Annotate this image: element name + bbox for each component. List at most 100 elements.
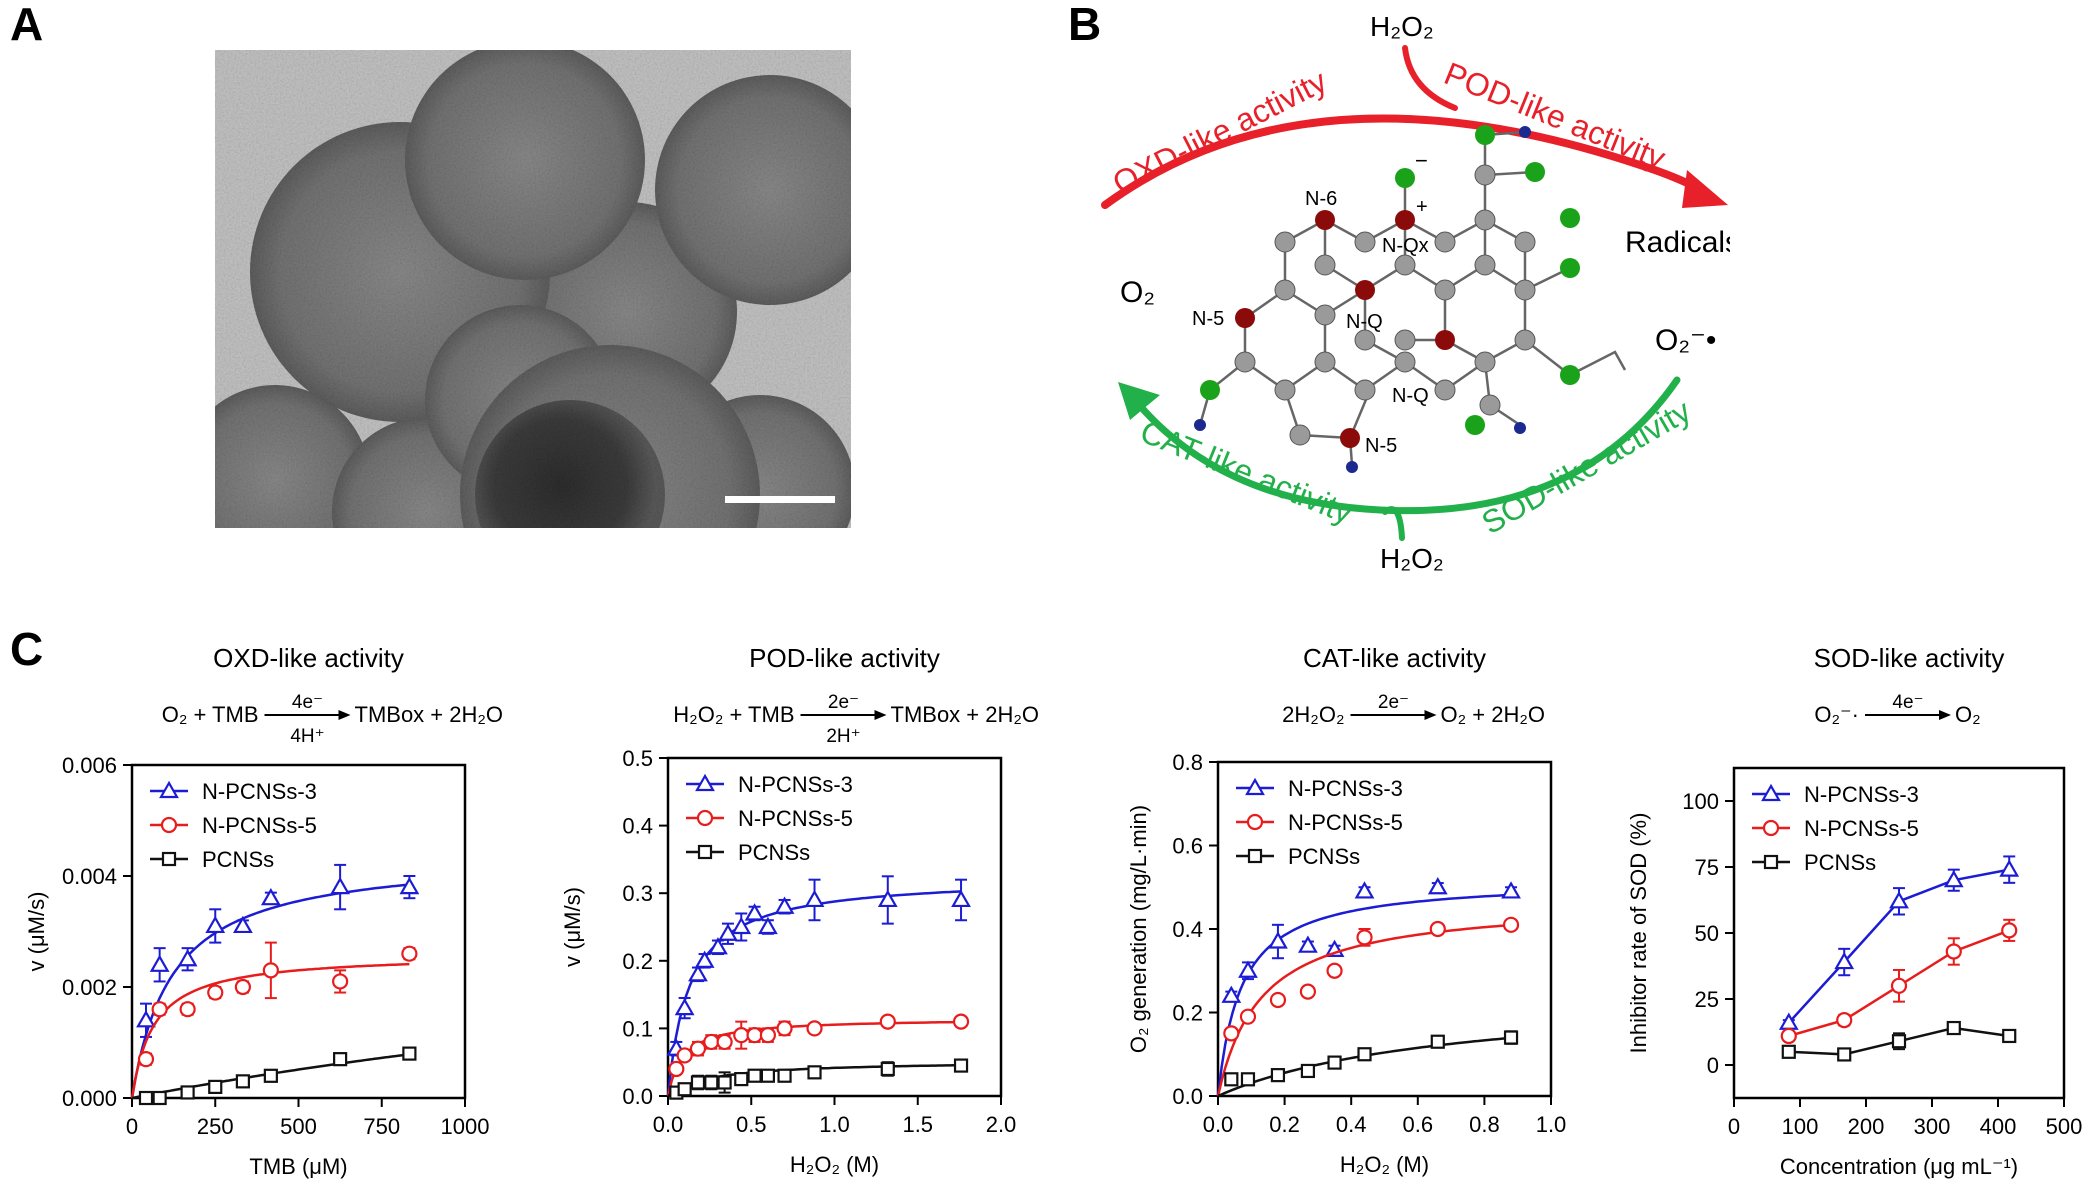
- legend-label: N-PCNSs-3: [1288, 776, 1403, 801]
- chart-3: SOD-like activity O₂⁻· 4e⁻ O₂ 0 100 200 300 400 5…: [1626, 643, 2083, 1179]
- x-tick-label: 500: [2046, 1114, 2083, 1139]
- data-point: [758, 916, 778, 935]
- data-point: [776, 1020, 793, 1037]
- equation-below: 4H⁺: [290, 726, 324, 747]
- x-tick-label: 400: [1980, 1114, 2017, 1139]
- data-point: [690, 1075, 706, 1090]
- data-point: [1268, 931, 1288, 949]
- data-point: [332, 973, 349, 990]
- data-point: [2001, 922, 2018, 939]
- legend-marker: [1247, 848, 1263, 864]
- data-point: [138, 1090, 154, 1106]
- data-point: [807, 1065, 822, 1080]
- y-tick-label: 0.002: [62, 975, 117, 1000]
- chart-title: CAT-like activity: [1303, 643, 1486, 673]
- legend-marker: [1761, 783, 1781, 802]
- legend-marker: [697, 844, 713, 860]
- data-point: [674, 997, 695, 1016]
- chart-2: CAT-like activity 2H₂O₂ 2e⁻ O₂ + 2H₂O 0.0 0.2…: [1126, 643, 1567, 1177]
- data-point: [708, 937, 728, 955]
- data-point: [1269, 991, 1287, 1009]
- panel-letter-a: A: [10, 0, 43, 50]
- y-tick-label: 0.0: [1172, 1084, 1203, 1109]
- data-point: [1356, 929, 1373, 946]
- y-tick-label: 0.8: [1172, 750, 1203, 775]
- legend-marker: [695, 773, 715, 792]
- chart-1: POD-like activity H₂O₂ + TMB 2e⁻ 2H⁺ TMBox +…: [560, 643, 1039, 1177]
- data-point: [951, 889, 971, 908]
- x-tick-label: 1.0: [1536, 1112, 1567, 1137]
- x-tick-label: 0.2: [1269, 1112, 1300, 1137]
- legend-label: PCNSs: [738, 840, 810, 865]
- h2o2-top-label: H₂O₂: [1370, 11, 1434, 42]
- data-point: [1221, 985, 1242, 1003]
- data-point: [1889, 891, 1909, 909]
- y-tick-label: 0.4: [1172, 917, 1203, 942]
- legend-marker: [1762, 819, 1780, 837]
- data-point: [1836, 1012, 1853, 1029]
- legend-label: N-PCNSs-3: [202, 779, 317, 804]
- data-point: [333, 1052, 348, 1067]
- pod-activity-label: POD-like activity: [1439, 55, 1670, 176]
- data-point: [1300, 1063, 1316, 1079]
- x-tick-label: 200: [1848, 1114, 1885, 1139]
- cat-sod-arrow: [1131, 376, 1681, 515]
- h2o2-bottom-feed: [1382, 506, 1405, 541]
- data-point: [399, 876, 420, 895]
- data-point: [760, 1068, 775, 1083]
- scale-bar: [725, 496, 835, 503]
- y-tick-label: 50: [1695, 921, 1719, 946]
- data-point: [1943, 869, 1964, 888]
- legend-label: N-PCNSs-5: [738, 806, 853, 831]
- y-tick-label: 0.6: [1172, 834, 1203, 859]
- y-tick-label: 0.5: [622, 746, 653, 771]
- data-point: [717, 1075, 732, 1090]
- data-point: [1429, 920, 1446, 938]
- y-axis-label: O₂ generation (mg/L·min): [1126, 805, 1151, 1053]
- data-point: [179, 1001, 196, 1018]
- y-tick-label: 75: [1695, 855, 1719, 880]
- data-point: [2002, 1028, 2017, 1044]
- equation-arrowhead: [338, 710, 351, 720]
- legend-marker: [160, 816, 178, 834]
- y-tick-label: 0.000: [62, 1086, 117, 1111]
- red-arrowhead: [1682, 170, 1728, 208]
- equation-right: TMBox + 2H₂O: [355, 702, 504, 727]
- cat-activity-label: CAT-like activity: [1135, 413, 1357, 531]
- sod-activity-label: SOD-like activity: [1476, 393, 1697, 542]
- data-point: [716, 1033, 733, 1051]
- x-tick-label: 0.6: [1403, 1112, 1434, 1137]
- data-point: [1781, 1044, 1796, 1059]
- data-point: [262, 962, 279, 979]
- data-point: [806, 1020, 823, 1037]
- y-tick-label: 25: [1695, 987, 1719, 1012]
- chart-title: OXD-like activity: [213, 643, 404, 673]
- y-tick-label: 0.004: [62, 864, 117, 889]
- legend-marker: [159, 780, 179, 799]
- data-point: [232, 915, 253, 934]
- data-point: [689, 1040, 707, 1057]
- data-point: [1238, 960, 1258, 978]
- y-tick-label: 0.2: [1172, 1001, 1203, 1026]
- data-point: [151, 1001, 168, 1018]
- data-point: [694, 950, 715, 968]
- equation-below: 2H⁺: [826, 726, 860, 747]
- data-point: [137, 1051, 155, 1068]
- data-point: [1503, 1030, 1519, 1045]
- y-tick-label: 0: [1707, 1053, 1719, 1078]
- chart-title: POD-like activity: [749, 643, 940, 673]
- radicals-label: Radicals: [1625, 226, 1730, 259]
- legend-label: N-PCNSs-3: [1804, 782, 1919, 807]
- equation-arrowhead: [1939, 710, 1951, 720]
- x-tick-label: 0.5: [736, 1112, 767, 1137]
- nq-label-1: N-Q: [1346, 311, 1383, 333]
- series-line-n-pcnss-3: [1216, 893, 1512, 1097]
- data-point: [1502, 916, 1520, 933]
- legend-marker: [161, 851, 177, 867]
- equation-right: O₂: [1955, 702, 1981, 727]
- nqx-label: N-Qx: [1382, 235, 1429, 257]
- data-point: [731, 916, 752, 935]
- data-point: [744, 903, 765, 921]
- legend-marker: [1246, 813, 1264, 831]
- data-point: [953, 1058, 969, 1073]
